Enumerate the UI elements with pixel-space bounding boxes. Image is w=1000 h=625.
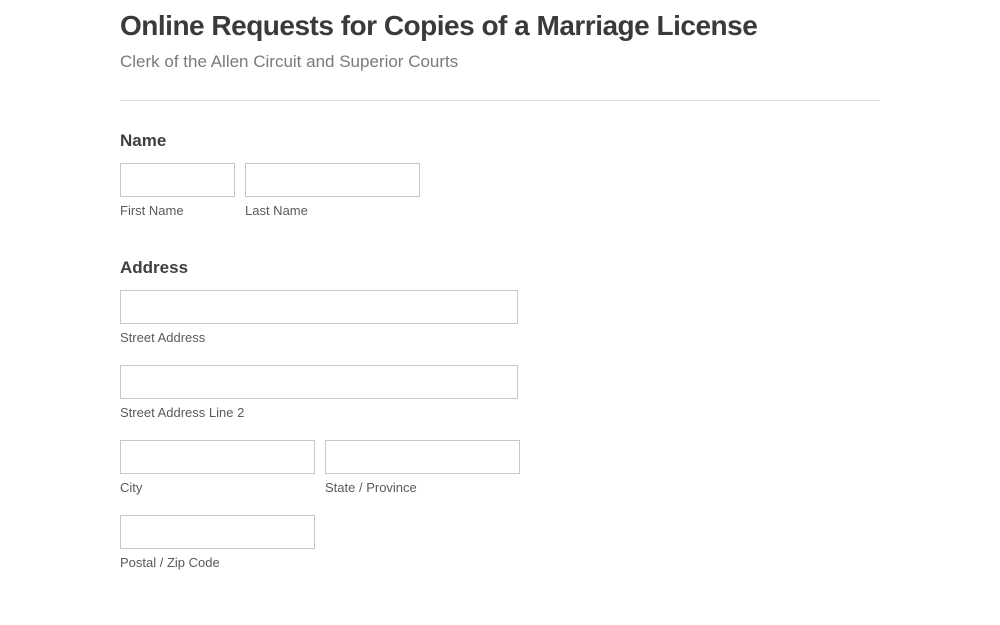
street2-field: Street Address Line 2 <box>120 365 518 420</box>
postal-input[interactable] <box>120 515 315 549</box>
address-section-label: Address <box>120 258 880 278</box>
postal-field: Postal / Zip Code <box>120 515 315 570</box>
street1-row: Street Address <box>120 290 880 345</box>
first-name-input[interactable] <box>120 163 235 197</box>
street1-label: Street Address <box>120 330 518 345</box>
postal-label: Postal / Zip Code <box>120 555 315 570</box>
first-name-field: First Name <box>120 163 235 218</box>
state-label: State / Province <box>325 480 520 495</box>
last-name-field: Last Name <box>245 163 420 218</box>
postal-row: Postal / Zip Code <box>120 515 880 570</box>
page-title: Online Requests for Copies of a Marriage… <box>120 10 880 42</box>
street1-field: Street Address <box>120 290 518 345</box>
first-name-label: First Name <box>120 203 235 218</box>
street1-input[interactable] <box>120 290 518 324</box>
street2-input[interactable] <box>120 365 518 399</box>
state-field: State / Province <box>325 440 520 495</box>
city-field: City <box>120 440 315 495</box>
header-divider <box>120 100 880 101</box>
city-label: City <box>120 480 315 495</box>
city-input[interactable] <box>120 440 315 474</box>
state-input[interactable] <box>325 440 520 474</box>
name-section-label: Name <box>120 131 880 151</box>
name-field-row: First Name Last Name <box>120 163 880 218</box>
city-state-row: City State / Province <box>120 440 880 495</box>
last-name-label: Last Name <box>245 203 420 218</box>
street2-row: Street Address Line 2 <box>120 365 880 420</box>
last-name-input[interactable] <box>245 163 420 197</box>
page-subtitle: Clerk of the Allen Circuit and Superior … <box>120 52 880 72</box>
street2-label: Street Address Line 2 <box>120 405 518 420</box>
